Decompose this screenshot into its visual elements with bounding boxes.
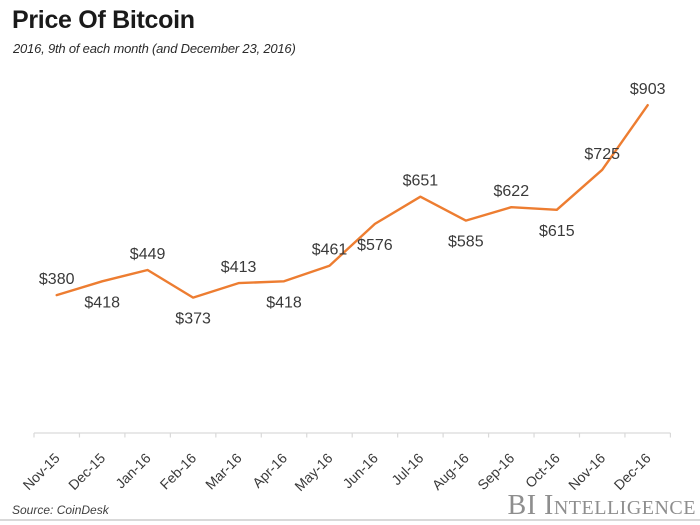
data-point-label: $373 <box>175 311 211 328</box>
x-axis-label: Jan-16 <box>112 450 154 492</box>
data-point-label: $576 <box>357 237 393 254</box>
x-axis-label: Sep-16 <box>474 450 517 493</box>
data-point-label: $725 <box>584 146 620 163</box>
data-point-label: $449 <box>130 246 166 263</box>
data-point-label: $418 <box>266 294 302 311</box>
x-axis-label: Mar-16 <box>202 450 245 493</box>
data-point-label: $622 <box>494 183 530 200</box>
data-point-label: $615 <box>539 223 575 240</box>
data-point-label: $380 <box>39 271 75 288</box>
source-credit: Source: CoinDesk <box>12 503 109 517</box>
x-axis-label: Apr-16 <box>249 450 290 491</box>
chart-subtitle: 2016, 9th of each month (and December 23… <box>13 41 296 56</box>
x-axis-label: May-16 <box>291 450 335 494</box>
x-axis-label: Dec-16 <box>611 450 654 493</box>
x-axis-label: Oct-16 <box>522 450 563 491</box>
data-point-label: $461 <box>312 242 348 259</box>
data-point-label: $418 <box>84 294 120 311</box>
x-axis-label: Feb-16 <box>157 450 200 493</box>
data-point-label: $903 <box>630 81 666 98</box>
bi-intelligence-logo: BI Intelligence <box>507 490 696 521</box>
price-line <box>55 103 649 299</box>
x-axis-label: Jun-16 <box>339 450 381 492</box>
chart-title: Price Of Bitcoin <box>12 6 195 34</box>
x-axis-label: Jul-16 <box>388 450 426 488</box>
data-point-label: $413 <box>221 259 257 276</box>
x-axis-label: Dec-15 <box>65 450 108 493</box>
x-axis-label: Nov-15 <box>20 450 63 493</box>
x-axis-label: Nov-16 <box>565 450 608 493</box>
bottom-divider <box>0 519 700 521</box>
data-point-label: $651 <box>403 173 439 190</box>
data-point-label: $585 <box>448 234 484 251</box>
x-axis-label: Aug-16 <box>429 450 472 493</box>
